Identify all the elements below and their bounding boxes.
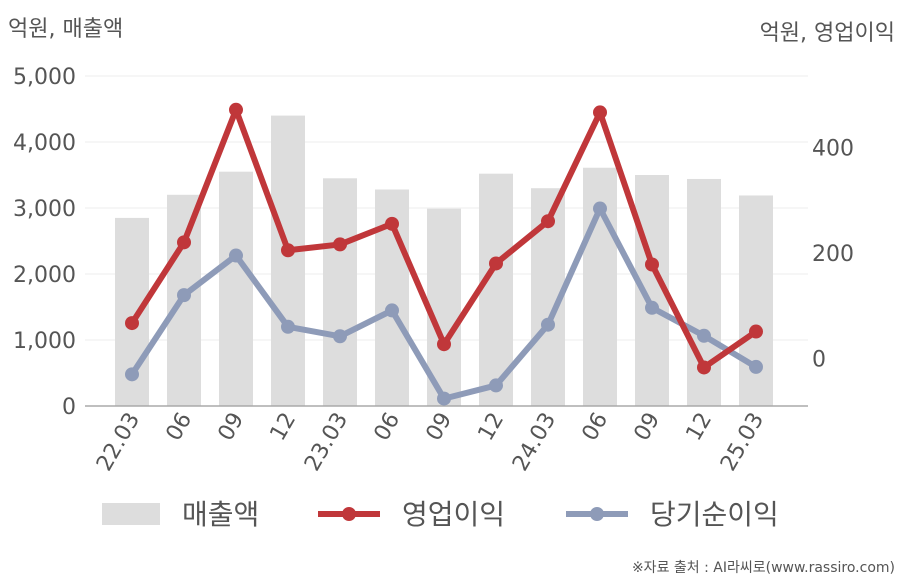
left-axis-title: 억원, 매출액: [8, 17, 123, 42]
net-income-point: [333, 329, 347, 344]
legend-marker-operating-profit: [342, 507, 356, 521]
x-tick-label: 09: [214, 409, 250, 446]
net-income-point: [229, 248, 243, 263]
operating-profit-point: [749, 324, 763, 339]
legend-marker-net-income: [590, 507, 604, 521]
legend-label-revenue: 매출액: [182, 498, 259, 531]
legend-label-net-income: 당기순이익: [650, 498, 779, 531]
x-tick-label: 09: [630, 409, 666, 446]
bar-series-revenue: [115, 115, 773, 406]
net-income-point: [541, 317, 555, 332]
operating-profit-point: [593, 105, 607, 120]
net-income-point: [385, 303, 399, 318]
legend-swatch-revenue: [102, 503, 160, 525]
operating-profit-point: [125, 316, 139, 331]
x-tick-label: 06: [162, 409, 198, 446]
x-tick-label: 22.03: [92, 409, 145, 476]
left-tick-label: 3,000: [13, 197, 76, 222]
x-tick-label: 12: [474, 409, 510, 446]
x-tick-label: 09: [422, 409, 458, 446]
x-tick-label: 24.03: [508, 409, 561, 476]
legend-label-operating-profit: 영업이익: [402, 498, 505, 531]
x-tick-label: 12: [682, 409, 718, 446]
operating-profit-point: [177, 235, 191, 250]
revenue-bar: [271, 115, 305, 406]
revenue-bar: [739, 195, 773, 406]
net-income-point: [749, 359, 763, 374]
operating-profit-point: [437, 337, 451, 352]
operating-profit-point: [229, 102, 243, 117]
x-tick-label: 06: [370, 409, 406, 446]
net-income-point: [645, 300, 659, 315]
right-tick-label: 400: [812, 136, 854, 161]
revenue-bar: [479, 173, 513, 406]
x-tick-label: 12: [266, 409, 302, 446]
revenue-bar: [323, 178, 357, 406]
operating-profit-point: [541, 214, 555, 229]
left-tick-label: 5,000: [13, 65, 76, 90]
net-income-point: [593, 201, 607, 216]
right-axis-title: 억원, 영업이익: [760, 21, 895, 46]
net-income-point: [437, 391, 451, 406]
x-tick-label: 25.03: [716, 409, 769, 476]
left-tick-label: 4,000: [13, 131, 76, 156]
operating-profit-point: [489, 256, 503, 271]
operating-profit-point: [697, 360, 711, 375]
operating-profit-point: [281, 243, 295, 258]
source-note: ※자료 출처 : AI라씨로(www.rassiro.com): [632, 560, 895, 576]
left-tick-label: 0: [62, 395, 76, 420]
revenue-bar: [219, 171, 253, 406]
legend: 매출액 영업이익 당기순이익: [102, 498, 779, 531]
left-tick-label: 2,000: [13, 263, 76, 288]
net-income-point: [177, 288, 191, 303]
x-tick-label: 06: [578, 409, 614, 446]
net-income-point: [281, 319, 295, 334]
net-income-point: [697, 328, 711, 343]
left-tick-label: 1,000: [13, 329, 76, 354]
right-tick-label: 0: [812, 347, 826, 372]
net-income-point: [125, 367, 139, 382]
operating-profit-point: [385, 216, 399, 231]
x-tick-label: 23.03: [300, 409, 353, 476]
operating-profit-point: [333, 237, 347, 252]
revenue-bar: [427, 208, 461, 406]
right-tick-label: 200: [812, 242, 854, 267]
net-income-point: [489, 378, 503, 393]
operating-profit-point: [645, 257, 659, 272]
line-series: [125, 102, 763, 406]
